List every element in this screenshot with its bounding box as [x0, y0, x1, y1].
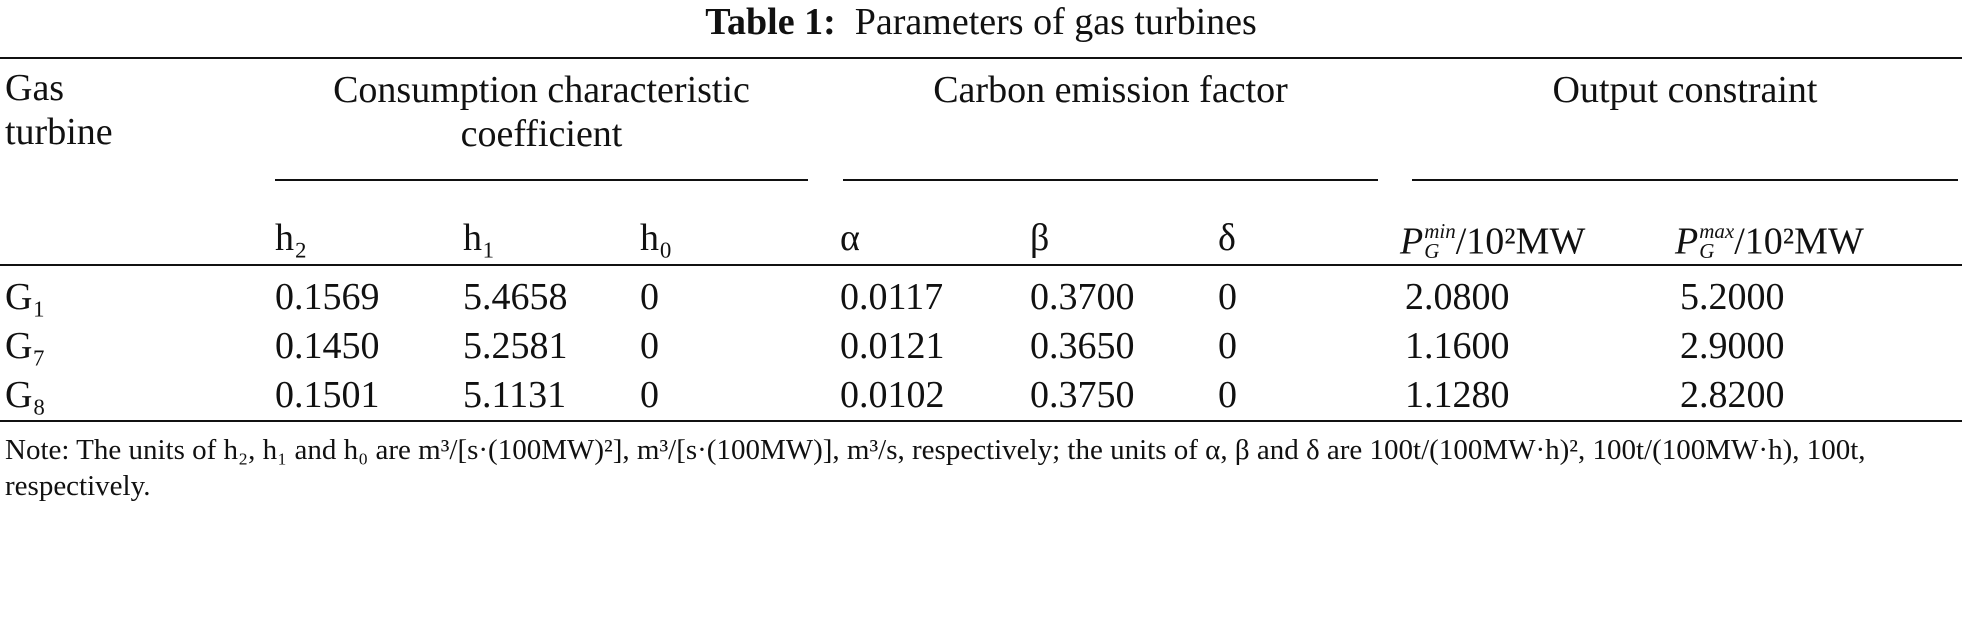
- cell: 0.1501: [275, 374, 380, 416]
- group-header: Consumption characteristic coefficient: [333, 69, 750, 155]
- unit: /10²MW: [1455, 220, 1586, 263]
- group-header: Output constraint: [1552, 69, 1818, 111]
- row-label: G₁: [5, 276, 46, 318]
- cell: 0: [640, 325, 659, 367]
- cell: 0: [1218, 325, 1237, 367]
- row-header: Gas turbine: [5, 67, 113, 153]
- cell: 5.4658: [463, 276, 568, 318]
- cell: 0.3650: [1030, 325, 1135, 367]
- rule-line: [0, 57, 1962, 59]
- group-header: Carbon emission factor: [933, 69, 1288, 111]
- column-header: h₀: [640, 217, 673, 259]
- cell: 0.0102: [840, 374, 945, 416]
- column-header: α: [840, 217, 860, 259]
- cell: 0: [640, 276, 659, 318]
- rule-line: [0, 420, 1962, 422]
- cell: 5.1131: [463, 374, 567, 416]
- subscript: G: [1424, 239, 1440, 264]
- cell: 0: [1218, 276, 1237, 318]
- cell: 5.2000: [1680, 276, 1785, 318]
- rule-line: [0, 264, 1962, 266]
- cell: 0.3700: [1030, 276, 1135, 318]
- cell: 2.0800: [1405, 276, 1510, 318]
- cell: 0.0121: [840, 325, 945, 367]
- column-header: h₁: [463, 217, 496, 259]
- rule-line: [843, 179, 1378, 181]
- row-label: G₇: [5, 325, 46, 367]
- cell: 0: [640, 374, 659, 416]
- cell: 0.1450: [275, 325, 380, 367]
- symbol: P: [1400, 220, 1424, 263]
- caption-text: Parameters of gas turbines: [854, 1, 1257, 43]
- cell: 2.8200: [1680, 374, 1785, 416]
- cell: 5.2581: [463, 325, 568, 367]
- column-header: h₂: [275, 217, 308, 259]
- cell: 0.3750: [1030, 374, 1135, 416]
- table-note: Note: The units of h₂, h₁ and h₀ are m³/…: [5, 434, 1866, 502]
- superscript: max: [1699, 219, 1735, 244]
- cell: 1.1280: [1405, 374, 1510, 416]
- rule-line: [1412, 179, 1958, 181]
- rule-line: [275, 179, 808, 181]
- superscript: min: [1424, 219, 1456, 244]
- cell: 0.0117: [840, 276, 944, 318]
- column-header: β: [1030, 217, 1050, 259]
- row-label: G₈: [5, 374, 46, 416]
- unit: /10²MW: [1734, 220, 1864, 263]
- cell: 1.1600: [1405, 325, 1510, 367]
- cell: 0: [1218, 374, 1237, 416]
- script-stack: min G: [1424, 219, 1456, 264]
- cell: 2.9000: [1680, 325, 1785, 367]
- subscript: G: [1699, 239, 1715, 264]
- script-stack: max G: [1699, 219, 1735, 264]
- symbol: P: [1675, 220, 1699, 263]
- cell: 0.1569: [275, 276, 380, 318]
- caption-label: Table 1:: [705, 1, 836, 43]
- column-header: δ: [1218, 217, 1236, 259]
- table-caption: Table 1: Parameters of gas turbines: [0, 0, 1962, 44]
